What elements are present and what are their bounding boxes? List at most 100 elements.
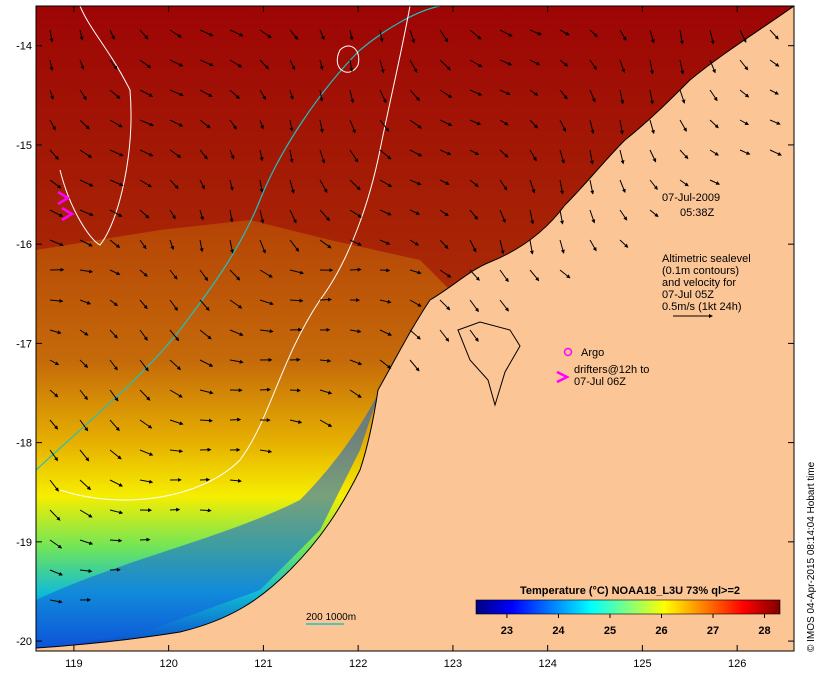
velocity-arrow xyxy=(439,209,449,217)
velocity-arrow xyxy=(469,149,480,156)
velocity-arrow xyxy=(529,119,539,129)
velocity-arrow xyxy=(169,119,184,127)
drifter-legend-icon xyxy=(556,370,570,384)
velocity-arrow xyxy=(499,119,509,126)
velocity-arrow xyxy=(79,59,85,70)
velocity-arrow xyxy=(529,149,537,162)
velocity-arrow xyxy=(49,419,59,430)
velocity-arrow xyxy=(229,29,244,37)
velocity-arrow xyxy=(229,89,240,99)
velocity-arrow xyxy=(619,59,626,74)
velocity-arrow xyxy=(589,209,596,224)
velocity-arrow xyxy=(109,389,119,402)
velocity-arrow xyxy=(319,179,328,194)
velocity-arrow xyxy=(139,329,148,341)
velocity-arrow xyxy=(619,179,626,194)
velocity-arrow xyxy=(379,239,391,245)
velocity-arrow xyxy=(589,89,596,103)
velocity-arrow xyxy=(559,119,566,132)
lon-tick-label-121: 121 xyxy=(254,658,272,670)
velocity-arrow xyxy=(319,119,324,134)
velocity-arrow xyxy=(289,59,296,71)
sealevel-contour-1 xyxy=(59,6,132,246)
velocity-arrow xyxy=(139,209,150,219)
velocity-arrow xyxy=(169,149,182,158)
velocity-arrow xyxy=(709,59,716,74)
velocity-arrow xyxy=(229,119,237,130)
velocity-arrow xyxy=(409,89,421,102)
lon-tick-label-126: 126 xyxy=(728,658,746,670)
velocity-arrow xyxy=(619,119,624,135)
longitude-ticks: 119 120 121 122 123 124 125 126 xyxy=(65,6,746,670)
velocity-arrow xyxy=(139,419,153,429)
velocity-arrow xyxy=(469,119,482,126)
velocity-arrow xyxy=(739,89,750,98)
velocity-arrow xyxy=(349,89,355,104)
velocity-arrow xyxy=(79,479,92,491)
velocity-arrow xyxy=(109,89,121,99)
velocity-arrow xyxy=(169,89,184,97)
velocity-arrow xyxy=(79,179,94,187)
velocity-arrow xyxy=(199,389,214,395)
colorbar-tick-label-24: 24 xyxy=(552,625,565,637)
velocity-arrow xyxy=(649,89,654,105)
velocity-arrow xyxy=(679,119,687,132)
lon-tick-label-124: 124 xyxy=(538,658,556,670)
velocity-arrow xyxy=(169,29,182,38)
velocity-arrow xyxy=(49,179,62,189)
velocity-arrow xyxy=(379,149,392,160)
velocity-arrow xyxy=(259,299,274,306)
velocity-arrow xyxy=(109,269,121,275)
legend-line-4: 07-Jul 05Z xyxy=(662,289,714,301)
velocity-arrow xyxy=(439,119,453,126)
velocity-arrow xyxy=(499,179,508,191)
velocity-arrow xyxy=(469,299,479,313)
velocity-arrow xyxy=(649,209,659,218)
velocity-arrow xyxy=(709,119,719,129)
colorbar-scale xyxy=(475,599,781,615)
velocity-arrow xyxy=(349,119,356,134)
velocity-arrow xyxy=(79,269,94,274)
velocity-arrow xyxy=(289,89,294,100)
velocity-arrow xyxy=(439,329,450,342)
velocity-arrow xyxy=(469,89,483,96)
velocity-arrow xyxy=(739,119,749,126)
velocity-arrow xyxy=(409,209,421,215)
velocity-arrow xyxy=(319,29,325,41)
latitude-ticks: -14 -15 -16 -17 -18 -19 -20 xyxy=(16,41,794,648)
velocity-arrow xyxy=(79,539,94,545)
velocity-arrow xyxy=(259,449,273,454)
velocity-arrow xyxy=(109,449,122,460)
velocity-arrow xyxy=(739,59,749,71)
velocity-arrow xyxy=(199,359,214,367)
colorbar-tick-label-25: 25 xyxy=(604,625,616,637)
velocity-arrow xyxy=(229,209,234,223)
velocity-arrow xyxy=(79,359,89,369)
velocity-arrow xyxy=(79,509,93,518)
velocity-arrow xyxy=(349,179,361,191)
velocity-arrow xyxy=(349,239,362,246)
legend-line-1: Altimetric sealevel xyxy=(662,253,751,265)
velocity-arrow xyxy=(289,298,304,303)
velocity-arrow xyxy=(319,358,332,363)
velocity-arrow xyxy=(139,359,149,372)
velocity-arrow xyxy=(559,269,571,279)
velocity-arrow xyxy=(649,179,658,190)
velocity-arrow xyxy=(139,119,154,127)
velocity-arrow xyxy=(169,299,178,312)
velocity-arrow xyxy=(259,209,265,224)
lon-tick-label-122: 122 xyxy=(349,658,367,670)
velocity-arrow xyxy=(79,119,90,130)
velocity-arrow xyxy=(769,119,781,125)
legend-line-5: 0.5m/s (1kt 24h) xyxy=(662,301,741,313)
velocity-arrow xyxy=(379,299,392,304)
velocity-arrow xyxy=(529,269,540,282)
velocity-arrow xyxy=(319,239,332,249)
velocity-arrow xyxy=(739,29,747,43)
velocity-arrow xyxy=(139,149,154,157)
velocity-arrow xyxy=(139,269,148,277)
lat-tick-label-14: -14 xyxy=(16,41,32,53)
velocity-arrow xyxy=(229,299,243,309)
velocity-arrow xyxy=(229,478,242,483)
legend-line-2: (0.1m contours) xyxy=(662,265,739,277)
